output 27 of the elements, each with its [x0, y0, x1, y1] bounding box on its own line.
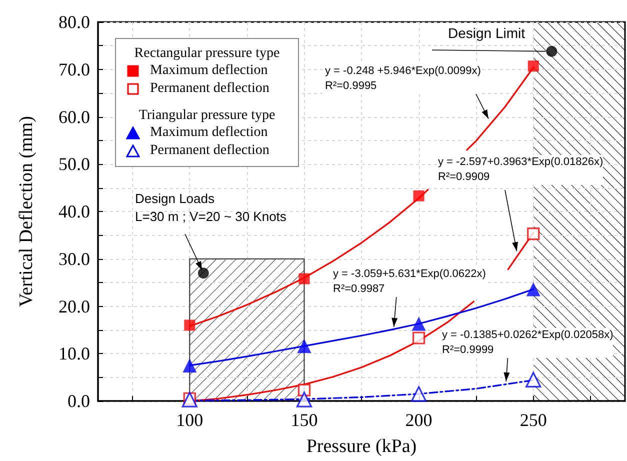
annotation: Design Limit	[448, 25, 526, 41]
annotation: y = -2.597+0.3963*Exp(0.01826x) R²=0.9909	[438, 155, 604, 185]
y-tick-label: 80.0	[58, 12, 90, 32]
legend-label: Maximum deflection	[150, 63, 268, 79]
annotation: y = -0.248 +5.946*Exp(0.0099x) R²=0.9995	[325, 64, 481, 94]
y-tick-label: 40.0	[58, 202, 90, 222]
y-tick-label: 30.0	[58, 248, 90, 269]
x-tick-label: 100	[176, 410, 204, 430]
legend-label: Permanent deflection	[150, 81, 270, 97]
annotation: y = -3.059+5.631*Exp(0.0622x) R²=0.9987	[333, 267, 486, 297]
x-tick-label: 150	[290, 410, 318, 430]
y-tick-label: 20.0	[58, 296, 90, 316]
y-tick-label: 10.0	[58, 344, 90, 364]
x-axis-title: Pressure (kPa)	[306, 436, 417, 457]
annotation: y = -0.1385+0.0262*Exp(0.02058x) R²=0.9999	[442, 328, 614, 358]
legend-label: Permanent deflection	[150, 143, 270, 159]
legend-label: Maximum deflection	[150, 125, 268, 141]
annotation: Design Loads L=30 m ; V=20 ~ 30 Knots	[135, 190, 286, 226]
x-tick-label: 250	[520, 410, 547, 430]
x-tick-label: 200	[405, 410, 432, 430]
annotation: Triangular pressure type	[138, 108, 276, 124]
y-tick-label: 50.0	[58, 154, 90, 174]
y-tick-label: 0.0	[68, 391, 90, 411]
y-tick-label: 60.0	[58, 106, 90, 127]
y-axis-title: Vertical Deflection (mm)	[16, 116, 37, 307]
y-tick-label: 70.0	[58, 59, 90, 80]
annotation: Rectangular pressure type	[133, 46, 281, 62]
